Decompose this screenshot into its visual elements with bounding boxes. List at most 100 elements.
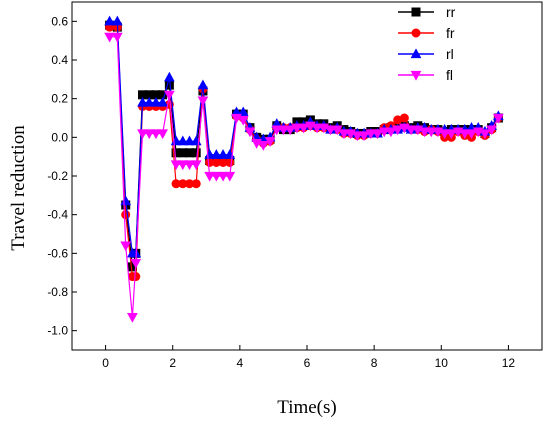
y-axis-title: Travel reduction <box>8 125 29 251</box>
x-tick-label: 6 <box>304 356 311 370</box>
data-point-fl <box>352 131 363 142</box>
series-group <box>104 15 504 323</box>
data-point-fl <box>150 129 162 140</box>
data-point-fl <box>111 32 123 43</box>
data-point-fl <box>164 90 175 101</box>
data-point-fl <box>479 129 491 140</box>
data-point-fl <box>143 129 155 140</box>
data-point-fl <box>358 131 370 142</box>
data-point-rl <box>177 135 189 146</box>
data-point-fl <box>425 127 437 138</box>
data-point-fl <box>378 127 390 138</box>
data-point-rl <box>217 149 229 159</box>
series-line-fr <box>109 26 499 278</box>
data-point-rl <box>211 149 222 159</box>
data-point-fl <box>258 140 269 151</box>
data-point-fr <box>131 272 141 282</box>
data-point-fl <box>298 123 309 134</box>
axis-ticks: 0 2 4 6 8 10 12 0.6 0.4 0.2 0.0 -0.2 -0.4 -0.6 -0.8 -1.… <box>47 14 515 370</box>
legend-item-rr: rr <box>398 4 456 20</box>
data-point-fl <box>311 123 323 134</box>
legend-marker <box>411 7 421 17</box>
data-point-fl <box>291 123 303 134</box>
data-point-fl <box>217 171 229 182</box>
data-point-fl <box>137 129 148 140</box>
data-point-rl <box>137 96 148 107</box>
data-point-fr <box>399 113 409 123</box>
data-point-fl <box>284 125 296 136</box>
data-point-rl <box>111 15 123 26</box>
legend-label: fr <box>446 25 455 41</box>
data-point-fl <box>271 125 283 136</box>
series-fl <box>104 32 504 323</box>
data-point-fl <box>211 171 222 182</box>
legend-marker <box>411 28 421 38</box>
y-tick-label: -0.4 <box>47 208 68 222</box>
y-tick-label: -0.2 <box>47 169 68 183</box>
data-point-rl <box>197 79 209 90</box>
series-line-rl <box>109 20 499 254</box>
x-axis-title: Time(s) <box>277 397 336 418</box>
data-point-fl <box>157 129 168 140</box>
data-point-fl <box>439 129 450 140</box>
x-tick-label: 4 <box>237 356 244 370</box>
data-point-fl <box>177 160 189 171</box>
data-point-fl <box>190 160 202 171</box>
data-point-fl <box>120 241 132 252</box>
legend-item-fl: fl <box>398 67 453 83</box>
y-tick-label: -0.6 <box>47 246 68 260</box>
legend-marker <box>410 70 422 81</box>
series-fr <box>105 22 503 282</box>
legend-label: rr <box>446 4 456 20</box>
data-point-fl <box>419 127 430 138</box>
y-tick-label: 0.4 <box>51 53 68 67</box>
data-point-fl <box>493 113 504 124</box>
data-point-fl <box>224 171 236 182</box>
data-point-rl <box>150 96 162 107</box>
data-point-fr <box>191 179 201 189</box>
data-point-fl <box>244 127 256 138</box>
y-tick-label: 0.0 <box>51 130 68 144</box>
data-point-fl <box>325 125 336 136</box>
x-tick-label: 10 <box>435 356 449 370</box>
data-point-fl <box>372 129 383 140</box>
x-tick-label: 8 <box>371 356 378 370</box>
y-tick-label: 0.6 <box>51 14 68 28</box>
data-point-fl <box>170 160 182 171</box>
data-point-fl <box>405 125 417 136</box>
y-tick-label: -1.0 <box>47 324 68 338</box>
plot-frame <box>71 1 543 351</box>
x-tick-label: 2 <box>169 356 176 370</box>
legend-item-rl: rl <box>398 46 454 62</box>
data-point-fl <box>204 171 215 182</box>
legend: rr fr rl fl <box>398 4 456 83</box>
data-point-fl <box>184 160 195 171</box>
y-tick-label: 0.2 <box>51 92 68 106</box>
data-point-rl <box>104 15 115 26</box>
legend-item-fr: fr <box>398 25 455 41</box>
data-point-rl <box>143 96 155 107</box>
data-point-fl <box>459 129 471 140</box>
data-point-fl <box>338 129 350 140</box>
x-tick-label: 0 <box>102 356 109 370</box>
data-point-fl <box>130 258 142 269</box>
data-point-rl <box>184 135 195 146</box>
x-tick-label: 12 <box>502 356 516 370</box>
data-point-fr <box>121 210 131 220</box>
series-line-rr <box>109 24 499 268</box>
data-point-fl <box>278 125 289 136</box>
y-tick-label: -0.8 <box>47 285 68 299</box>
data-point-fl <box>385 127 397 138</box>
data-point-fl <box>392 125 403 136</box>
data-point-rl <box>164 71 175 82</box>
data-point-rr <box>191 148 201 158</box>
data-point-rl <box>157 96 168 107</box>
data-point-fl <box>104 32 115 43</box>
data-point-fr <box>225 157 235 167</box>
series-rr <box>105 20 503 272</box>
data-point-fl <box>486 125 497 136</box>
data-point-fl <box>127 313 138 323</box>
data-point-fl <box>237 115 249 126</box>
data-point-fl <box>466 129 477 140</box>
